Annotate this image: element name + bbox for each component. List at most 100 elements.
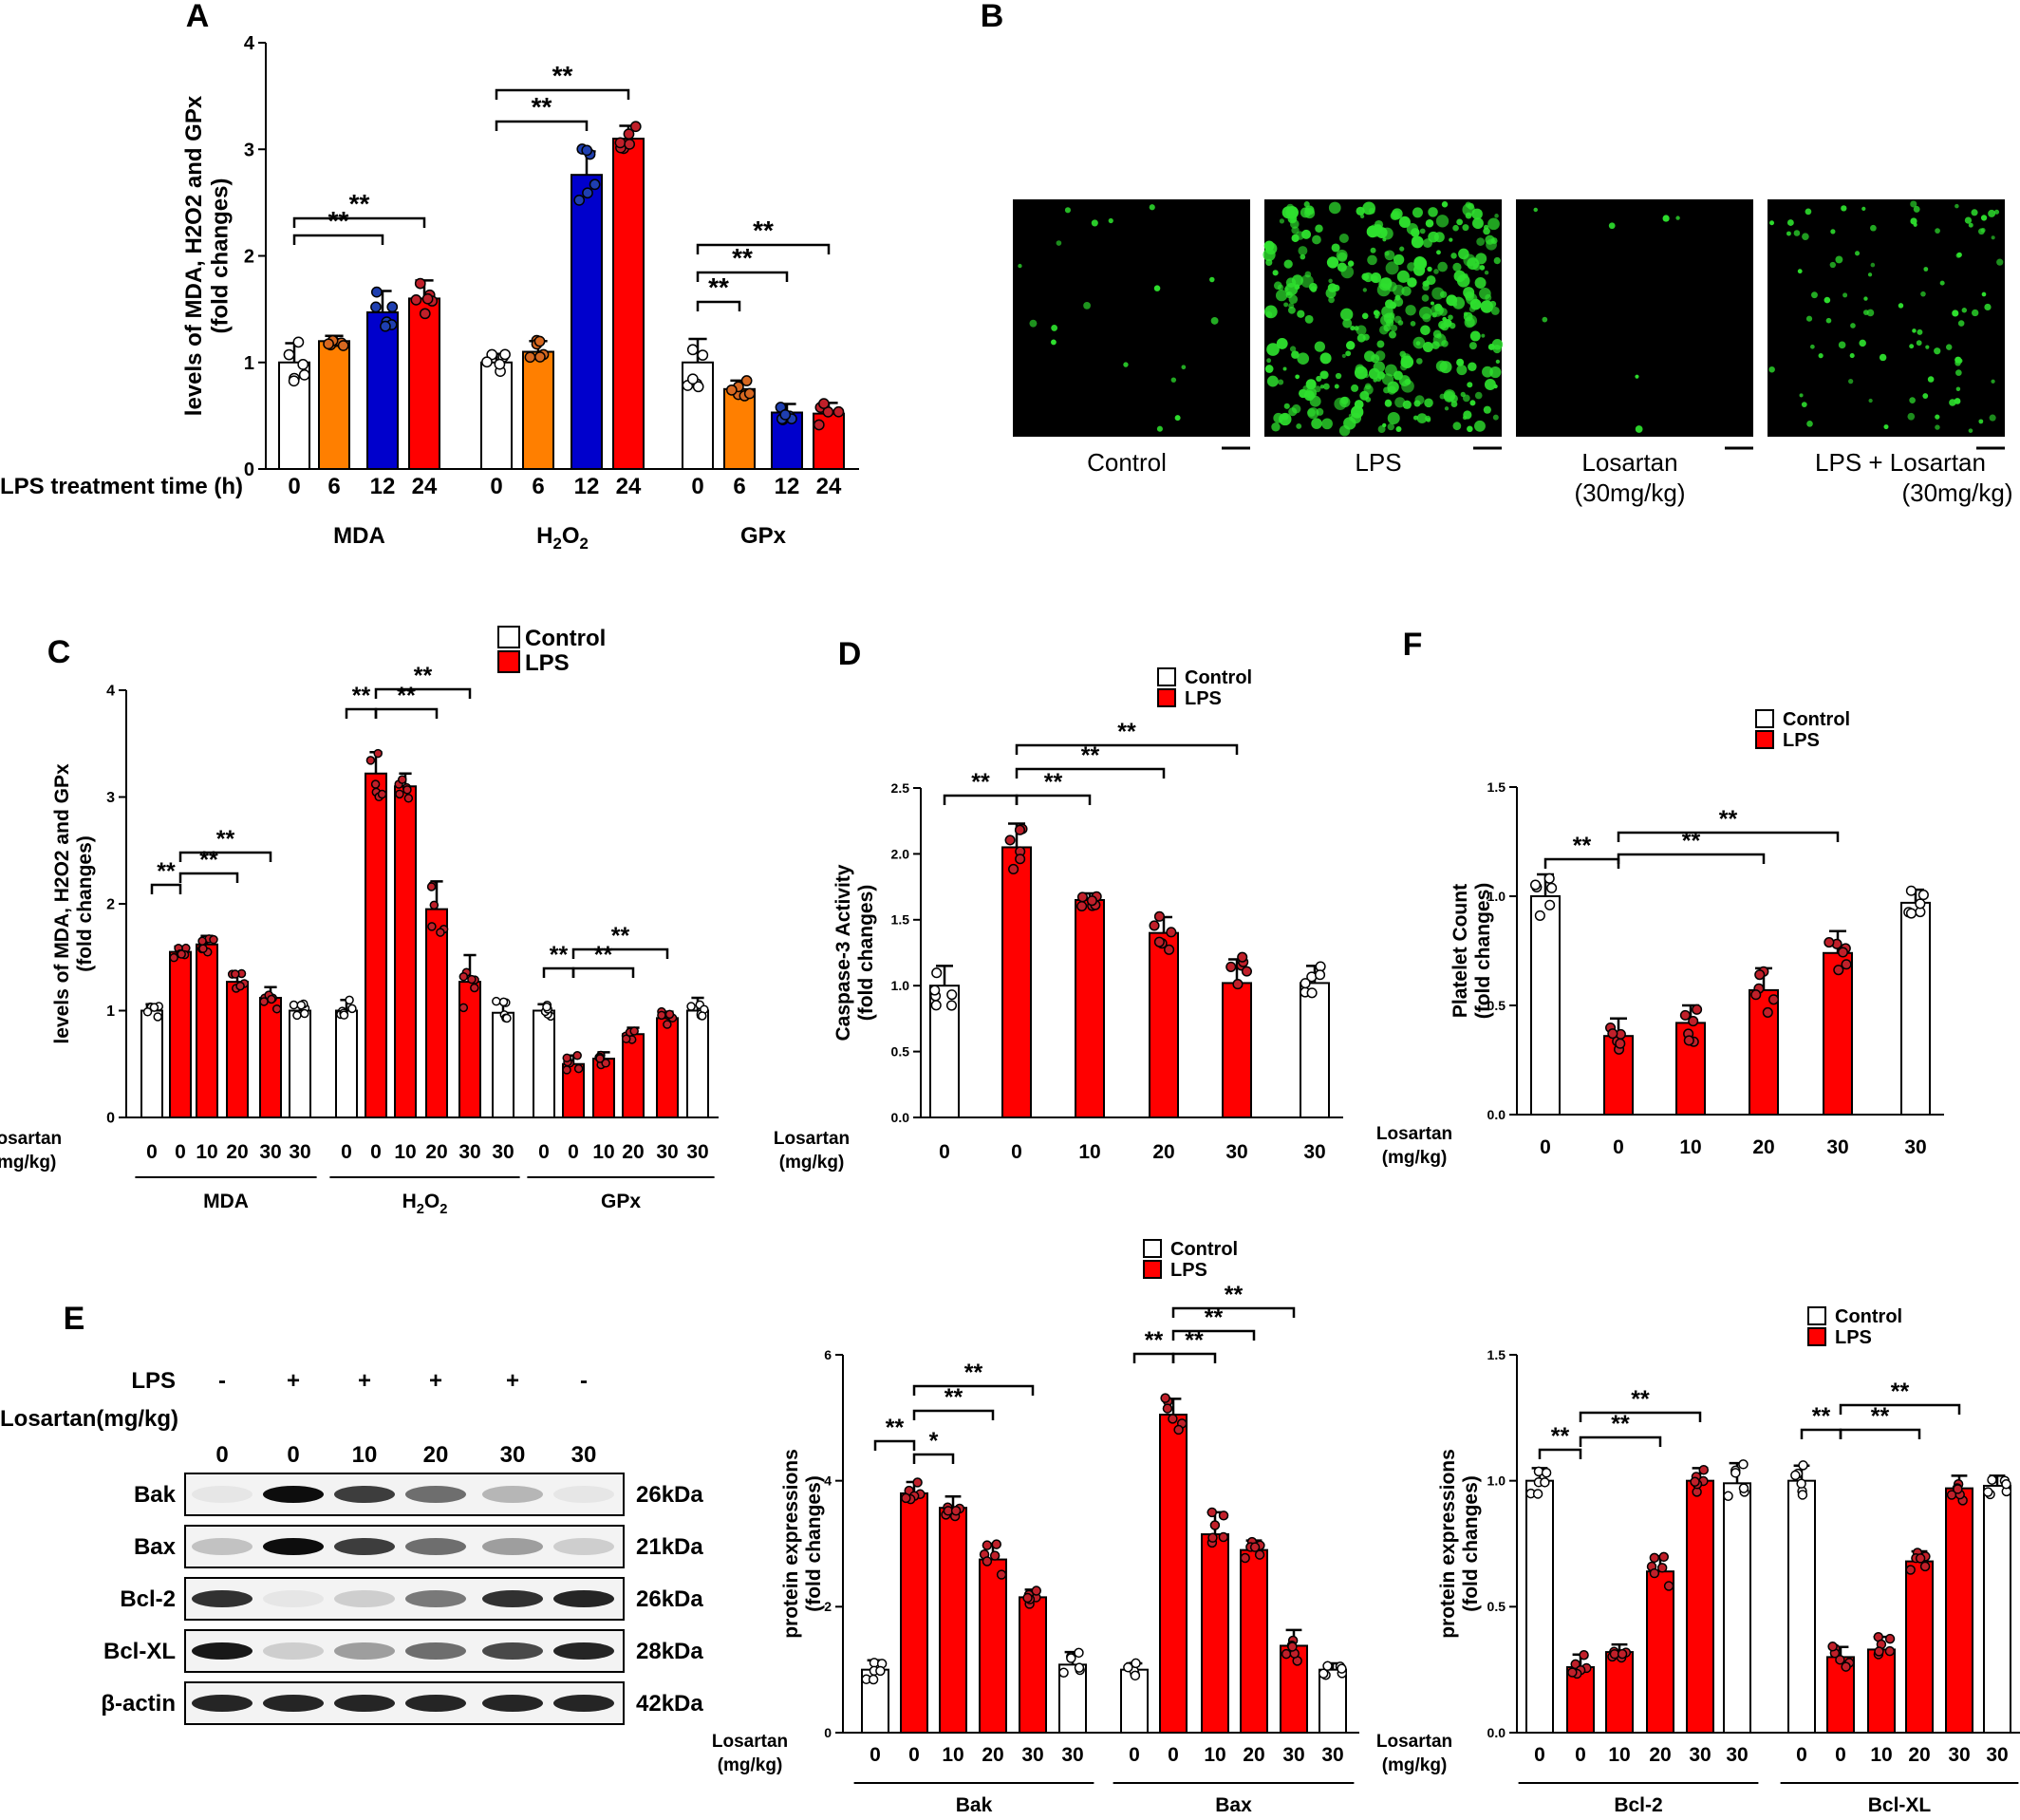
cell <box>1376 371 1386 380</box>
cell <box>1463 287 1475 299</box>
significance-bracket <box>696 243 831 254</box>
data-point <box>533 335 546 347</box>
blot-size-label: 21kDa <box>636 1534 703 1560</box>
cell <box>1818 353 1824 359</box>
bar <box>1319 1668 1347 1734</box>
significance-bracket <box>873 1439 916 1451</box>
data-point <box>621 1034 631 1043</box>
cell <box>1925 345 1930 349</box>
data-point <box>1987 1474 1997 1485</box>
cell <box>1279 218 1285 224</box>
cell <box>1474 391 1483 400</box>
cell <box>1297 352 1310 366</box>
micrograph-0 <box>1013 199 1250 437</box>
blot-losartan-header: Losartan(mg/kg) <box>0 1406 178 1432</box>
cell <box>1456 365 1468 376</box>
x-tick-label: 20 <box>622 1141 644 1163</box>
data-point <box>1153 936 1165 948</box>
data-point <box>912 1477 923 1488</box>
cell <box>1533 207 1538 213</box>
bar <box>259 997 282 1118</box>
cell <box>1340 397 1349 404</box>
cell <box>1210 316 1219 325</box>
cell <box>1483 227 1490 235</box>
y-tick-label: 1 <box>244 353 254 374</box>
blot-strip <box>184 1629 625 1673</box>
blot-band <box>263 1590 324 1607</box>
bar <box>1983 1484 2011 1735</box>
y-tick-label: 3 <box>244 140 254 160</box>
cell <box>1810 344 1815 349</box>
cell <box>1153 285 1161 291</box>
panel-label-e: E <box>64 1301 85 1337</box>
data-point <box>1337 1663 1347 1674</box>
data-point <box>813 419 825 431</box>
significance-bracket <box>1617 853 1766 864</box>
cell <box>1955 369 1962 376</box>
data-point <box>601 1059 610 1068</box>
cell <box>1964 216 1973 224</box>
significance-bracket <box>571 948 669 959</box>
cell <box>1955 386 1961 392</box>
cell <box>1956 252 1962 258</box>
x-tick-label: 20 <box>1649 1744 1671 1766</box>
panel-label-b: B <box>981 0 1004 34</box>
significance-bracket <box>1015 794 1092 805</box>
cell <box>1469 400 1476 406</box>
data-point <box>657 1010 666 1021</box>
cell <box>1422 283 1430 291</box>
cell <box>1304 205 1315 216</box>
cell <box>1849 353 1855 359</box>
legend-swatch-control <box>1807 1306 1826 1325</box>
cell <box>1398 216 1411 229</box>
data-point <box>373 748 383 759</box>
data-point <box>832 405 845 418</box>
cell <box>1449 322 1456 329</box>
x-tick-label: 30 <box>1904 1136 1926 1158</box>
x-tick-label: 10 <box>1078 1141 1100 1163</box>
significance-marker: ** <box>945 1384 963 1411</box>
cell <box>1394 397 1406 408</box>
y-tick-label: 1 <box>106 1004 115 1020</box>
significance-marker: ** <box>964 1360 983 1386</box>
data-point <box>1663 1581 1674 1591</box>
data-point <box>499 348 511 361</box>
x-tick-label: 6 <box>327 474 340 499</box>
cell <box>1542 316 1548 323</box>
cell <box>1328 201 1341 215</box>
y-axis-label: protein expressions <box>1437 1449 1459 1639</box>
bar <box>1222 982 1252 1118</box>
bar <box>1075 898 1105 1118</box>
cell <box>1018 263 1022 269</box>
legend-label-control: Control <box>525 626 606 651</box>
bar <box>900 1492 928 1735</box>
cell <box>1300 253 1306 260</box>
data-point <box>1915 1553 1926 1564</box>
cell <box>1302 385 1309 391</box>
data-point <box>429 900 440 910</box>
group-label: MDA <box>203 1191 249 1212</box>
blot-band <box>482 1642 543 1660</box>
x-tick-label: 24 <box>412 474 438 499</box>
panel-label-c: C <box>47 634 71 670</box>
data-point <box>1008 863 1019 875</box>
blot-band <box>405 1590 466 1607</box>
bar <box>1823 951 1853 1116</box>
bar <box>656 1017 679 1118</box>
cell <box>1415 341 1421 346</box>
data-point <box>595 1054 605 1063</box>
cell <box>1412 207 1423 218</box>
data-point <box>1014 824 1025 835</box>
x-tick-label: 0 <box>1613 1136 1624 1158</box>
cell <box>1371 275 1378 283</box>
significance-marker: ** <box>328 206 349 235</box>
bar <box>366 310 399 470</box>
cell <box>1786 219 1794 226</box>
blot-band <box>553 1486 614 1503</box>
cell <box>1271 422 1281 432</box>
data-point <box>1607 1028 1618 1040</box>
significance-marker: ** <box>1871 1403 1890 1430</box>
cell <box>1493 256 1501 265</box>
bar <box>289 1009 311 1118</box>
